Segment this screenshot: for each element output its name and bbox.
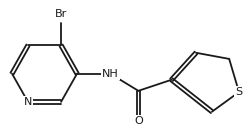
Text: O: O bbox=[134, 117, 142, 126]
Text: Br: Br bbox=[55, 9, 67, 18]
Text: S: S bbox=[234, 87, 242, 97]
Text: N: N bbox=[24, 97, 32, 107]
Text: NH: NH bbox=[102, 69, 118, 79]
